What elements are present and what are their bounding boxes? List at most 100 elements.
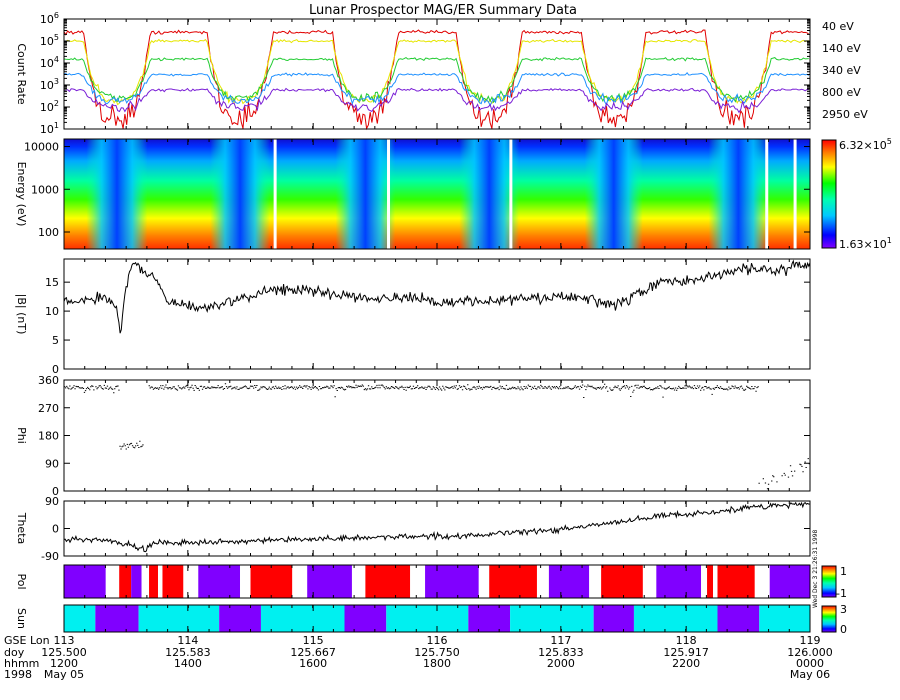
spectrogram-wake-region — [584, 139, 643, 249]
time-axis-row-label: hhmm — [4, 657, 39, 670]
polarity-segment — [183, 565, 199, 598]
count-rate-line-340ev — [63, 56, 809, 104]
colorbar-max-label: 6.32×105 — [839, 137, 892, 152]
sun-segment — [633, 605, 718, 632]
polarity-segment — [656, 565, 702, 598]
polarity-segment — [701, 565, 708, 598]
count-rate-ytick-label: 104 — [40, 55, 59, 70]
theta-ytick-label: -90 — [41, 550, 59, 563]
gse-lon-tick-label: 117 — [550, 634, 571, 647]
sun-segment — [260, 605, 345, 632]
polarity-colorbar-min: -1 — [836, 587, 847, 600]
sun-segment — [138, 605, 220, 632]
gse-lon-tick-label: 115 — [303, 634, 324, 647]
count-rate-ytick-label: 101 — [40, 121, 59, 136]
phi-ytick-label: 270 — [38, 402, 59, 415]
spectrogram-day-background — [64, 139, 810, 249]
sun-segment — [64, 605, 96, 632]
gse-lon-tick-label: 113 — [54, 634, 75, 647]
sun-segment — [717, 605, 760, 632]
polarity-colorbar — [821, 565, 837, 598]
spectrogram-ytick-label: 10000 — [24, 141, 59, 154]
spectrogram-wake-region — [210, 139, 270, 249]
hhmm-tick-label: 1600 — [299, 657, 327, 670]
phi-ytick-label: 360 — [38, 374, 59, 387]
b-magnitude-line — [63, 259, 811, 334]
spectrogram-ylabel: Energy (eV) — [15, 162, 28, 227]
polarity-segment — [162, 565, 184, 598]
polarity-segment — [351, 565, 366, 598]
spectrogram-data-gap — [509, 139, 513, 249]
legend-entry-800ev: 800 eV — [822, 86, 861, 99]
phi-ytick-label: 0 — [52, 485, 59, 498]
gse-lon-tick-label: 118 — [676, 634, 697, 647]
sun-colorbar-min: 0 — [840, 623, 847, 636]
date-tick-label: May 06 — [790, 668, 830, 681]
polarity-segment — [250, 565, 293, 598]
doy-tick-label: 125.833 — [538, 646, 584, 659]
polarity-segment — [707, 565, 714, 598]
gse-lon-tick-label: 114 — [177, 634, 198, 647]
generation-timestamp: Wed Dec 3 21:26:31 1998 — [812, 529, 819, 608]
polarity-segment — [536, 565, 549, 598]
doy-tick-label: 125.500 — [41, 646, 87, 659]
sun-segment — [759, 605, 810, 632]
polarity-segment — [131, 565, 142, 598]
polarity-segment — [717, 565, 755, 598]
colorbar-min-label: 1.63×101 — [839, 236, 892, 251]
b-magnitude-frame — [63, 258, 811, 370]
doy-tick-label: 125.667 — [290, 646, 336, 659]
spectrogram-ytick-label: 100 — [38, 226, 59, 239]
phi-ytick-label: 180 — [38, 430, 59, 443]
theta-ylabel: Theta — [15, 512, 28, 545]
b-magnitude-ytick-label: 10 — [45, 305, 59, 318]
hhmm-tick-label: 2200 — [672, 657, 700, 670]
polarity-segment — [307, 565, 352, 598]
doy-tick-label: 125.583 — [165, 646, 211, 659]
polarity-segment — [157, 565, 163, 598]
polarity-segment — [769, 565, 810, 598]
count-rate-ytick-label: 106 — [40, 11, 59, 26]
phi-points — [64, 379, 810, 490]
polarity-segment — [64, 565, 106, 598]
hhmm-tick-label: 0000 — [796, 657, 824, 670]
polarity-colorbar-max: 1 — [840, 565, 847, 578]
polarity-segment — [489, 565, 537, 598]
b-magnitude-ytick-label: 15 — [45, 276, 59, 289]
count-rate-ytick-label: 103 — [40, 77, 59, 92]
sun-segment — [95, 605, 139, 632]
doy-tick-label: 125.917 — [663, 646, 709, 659]
count-rate-ytick-label: 105 — [40, 33, 59, 48]
phi-ylabel: Phi — [15, 427, 28, 444]
sun-segment — [593, 605, 634, 632]
polarity-segment — [198, 565, 241, 598]
spectrogram-data-gap — [765, 139, 769, 249]
polarity-segment — [119, 565, 132, 598]
count-rate-ytick-label: 102 — [40, 99, 59, 114]
hhmm-tick-label: 2000 — [547, 657, 575, 670]
hhmm-tick-label: 1400 — [174, 657, 202, 670]
legend-entry-140ev: 140 eV — [822, 42, 861, 55]
spectrogram-colorbar — [821, 139, 837, 249]
legend-entry-340ev: 340 eV — [822, 64, 861, 77]
spectrogram-data-gap — [273, 139, 277, 249]
sun-segment — [219, 605, 261, 632]
time-axis-row-label: GSE Lon — [4, 634, 50, 647]
sun-segment — [468, 605, 511, 632]
doy-tick-label: 126.000 — [787, 646, 833, 659]
legend-entry-2950ev: 2950 eV — [822, 108, 868, 121]
polarity-ylabel: Pol — [15, 573, 28, 589]
sun-segment — [344, 605, 387, 632]
sun-segment — [510, 605, 594, 632]
polarity-segment — [642, 565, 657, 598]
polarity-segment — [589, 565, 602, 598]
figure-title: Lunar Prospector MAG/ER Summary Data — [309, 3, 577, 18]
phi-ytick-label: 90 — [45, 457, 59, 470]
theta-ytick-label: 90 — [45, 495, 59, 508]
polarity-segment — [601, 565, 643, 598]
count-rate-line-800ev — [63, 72, 810, 107]
polarity-segment — [713, 565, 718, 598]
gse-lon-tick-label: 116 — [427, 634, 448, 647]
polarity-segment — [410, 565, 426, 598]
